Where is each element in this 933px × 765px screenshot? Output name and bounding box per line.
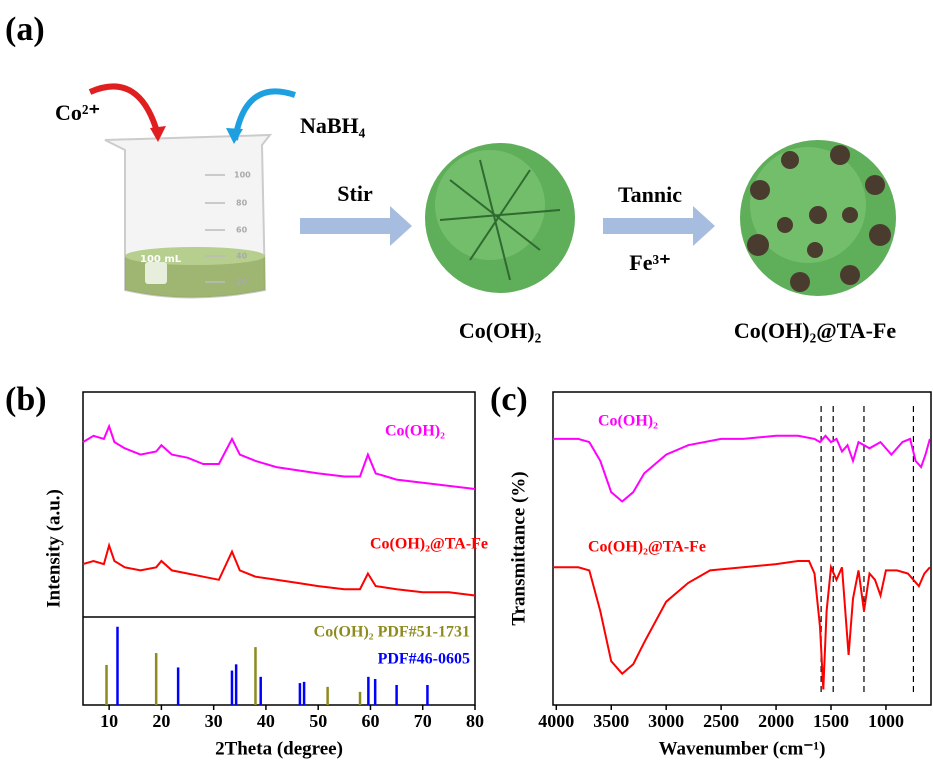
series-label: Co(OH)₂ PDF#51-1731 <box>314 624 470 641</box>
x-tick-label: 10 <box>100 711 118 731</box>
sphere <box>740 140 896 296</box>
x-axis-title: 2Theta (degree) <box>215 738 343 759</box>
x-tick-label: 1500 <box>813 711 849 731</box>
y-axis-title: Transmittance (%) <box>508 471 529 625</box>
spectrum-line <box>553 561 930 689</box>
x-tick-label: 4000 <box>538 711 574 731</box>
x-tick-label: 70 <box>414 711 432 731</box>
arrow <box>603 206 715 246</box>
reactant: NaBH₄ <box>300 113 366 138</box>
spectrum-line <box>553 436 930 502</box>
series-label: Co(OH)₂@TA-Fe <box>370 536 488 553</box>
product-label: Co(OH)₂@TA-Fe <box>734 318 897 343</box>
sphere <box>425 143 575 293</box>
arrow <box>235 91 295 140</box>
product-label: Co(OH)₂ <box>459 318 542 343</box>
reactant: Co²⁺ <box>55 100 100 125</box>
arrow <box>300 206 412 246</box>
series-label: Co(OH)₂ <box>598 413 658 430</box>
x-tick-label: 3500 <box>593 711 629 731</box>
x-tick-label: 20 <box>152 711 170 731</box>
x-tick-label: 40 <box>257 711 275 731</box>
beaker: 100 80 60 40 20 100 mL <box>105 135 270 298</box>
series-label: Co(OH)₂@TA-Fe <box>588 539 706 556</box>
x-tick-label: 2000 <box>758 711 794 731</box>
volume-label: 100 mL <box>140 254 182 265</box>
grad-label: 80 <box>236 199 248 208</box>
panel-label: (a) <box>5 11 45 48</box>
x-tick-label: 80 <box>466 711 484 731</box>
grad-label: 60 <box>236 226 248 235</box>
series-label: Co(OH)₂ <box>385 423 445 440</box>
spectrum-line <box>83 545 475 595</box>
panel-label: (b) <box>5 381 47 418</box>
figure: (a) (b) (c) 100 80 60 40 20 100 mL Co²⁺ … <box>0 0 933 765</box>
step-label: Fe³⁺ <box>629 250 670 275</box>
x-tick-label: 2500 <box>703 711 739 731</box>
x-tick-label: 3000 <box>648 711 684 731</box>
arrow <box>90 86 158 135</box>
grad-label: 20 <box>236 278 248 287</box>
grad-label: 100 <box>234 171 251 180</box>
x-axis-title: Wavenumber (cm⁻¹) <box>659 738 826 759</box>
x-tick-label: 50 <box>309 711 327 731</box>
series-label: PDF#46-0605 <box>378 651 470 668</box>
y-axis-title: Intensity (a.u.) <box>43 489 64 608</box>
x-tick-label: 60 <box>361 711 379 731</box>
panel-label: (c) <box>490 381 528 418</box>
step-label: Tannic <box>618 182 682 207</box>
grad-label: 40 <box>236 252 248 261</box>
step-label: Stir <box>337 181 373 206</box>
x-tick-label: 1000 <box>868 711 904 731</box>
x-tick-label: 30 <box>205 711 223 731</box>
